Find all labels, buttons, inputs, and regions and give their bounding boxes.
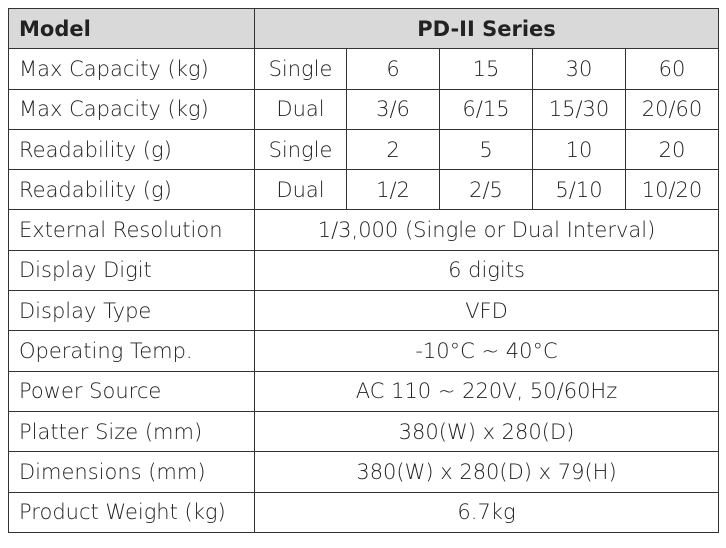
cell: 6/15: [439, 88, 533, 130]
cell: Single: [254, 128, 347, 171]
row-label: Dimensions (mm): [8, 451, 255, 493]
table-row: External Resolution 1/3,000 (Single or Du…: [8, 209, 719, 251]
cell: 380(W) x 280(D): [254, 410, 719, 453]
cell: 3/6: [346, 88, 440, 130]
cell: 1/2: [346, 169, 440, 211]
cell: 2/5: [439, 169, 533, 211]
table-row: Display Type VFD: [8, 290, 719, 332]
cell: 5: [439, 128, 533, 171]
cell: 20/60: [625, 88, 719, 130]
cell: 6 digits: [254, 249, 719, 292]
table-row: Max Capacity (kg) Single 6 15 30 60: [8, 48, 719, 90]
row-label: Product Weight (kg): [8, 491, 255, 533]
header-cell: PD-II Series: [254, 7, 719, 50]
cell: VFD: [254, 290, 719, 332]
table-row: Operating Temp. -10°C ~ 40°C: [8, 330, 719, 372]
cell: 6: [346, 48, 440, 90]
cell: 2: [346, 128, 440, 171]
table-row: Readability (g) Dual 1/2 2/5 5/10 10/20: [8, 169, 719, 211]
table-row: Max Capacity (kg) Dual 3/6 6/15 15/30 20/60: [8, 88, 719, 130]
table-body: Model PD-II Series Max Capacity (kg) Sing…: [8, 7, 719, 533]
spec-table: Model PD-II Series Max Capacity (kg) Sing…: [8, 7, 719, 533]
table-row: Dimensions (mm) 380(W) x 280(D) x 79(H): [8, 451, 719, 493]
cell: 30: [532, 48, 626, 90]
row-label: Platter Size (mm): [8, 410, 255, 453]
cell: 20: [625, 128, 719, 171]
cell: 1/3,000 (Single or Dual Interval): [254, 209, 719, 251]
cell: 6.7kg: [254, 491, 719, 533]
row-label: Readability (g): [8, 169, 255, 211]
header-row: Model PD-II Series: [8, 7, 719, 50]
row-label: Operating Temp.: [8, 330, 255, 372]
row-label: Readability (g): [8, 128, 255, 171]
cell: Single: [254, 48, 347, 90]
row-label: Display Type: [8, 290, 255, 332]
cell: 5/10: [532, 169, 626, 211]
cell: 10/20: [625, 169, 719, 211]
table-row: Power Source AC 110 ~ 220V, 50/60Hz: [8, 370, 719, 412]
table-row: Product Weight (kg) 6.7kg: [8, 491, 719, 533]
cell: 15/30: [532, 88, 626, 130]
row-label: Max Capacity (kg): [8, 48, 255, 90]
cell: 60: [625, 48, 719, 90]
cell: -10°C ~ 40°C: [254, 330, 719, 372]
row-label: Power Source: [8, 370, 255, 412]
cell: AC 110 ~ 220V, 50/60Hz: [254, 370, 719, 412]
table-row: Display Digit 6 digits: [8, 249, 719, 292]
cell: 380(W) x 280(D) x 79(H): [254, 451, 719, 493]
row-label: External Resolution: [8, 209, 255, 251]
row-label: Max Capacity (kg): [8, 88, 255, 130]
cell: Dual: [254, 169, 347, 211]
table-row: Platter Size (mm) 380(W) x 280(D): [8, 410, 719, 453]
cell: 15: [439, 48, 533, 90]
row-label: Display Digit: [8, 249, 255, 292]
cell: Dual: [254, 88, 347, 130]
cell: 10: [532, 128, 626, 171]
header-cell: Model: [8, 7, 255, 50]
table-row: Readability (g) Single 2 5 10 20: [8, 128, 719, 171]
